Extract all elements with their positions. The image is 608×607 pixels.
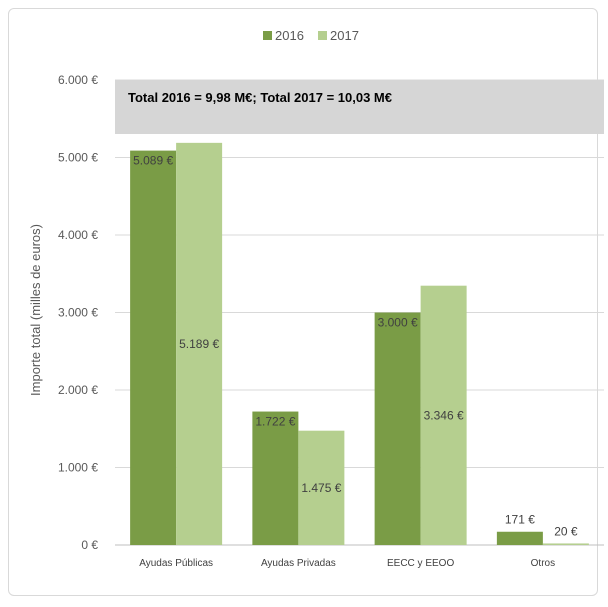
category-label: EECC y EEOO <box>387 558 454 569</box>
category-label: Otros <box>531 558 555 569</box>
bar-2017 <box>176 142 223 546</box>
data-label: 5.089 € <box>133 154 173 168</box>
y-tick-label: 4.000 € <box>58 228 98 242</box>
y-tick-labels: 0 € 1.000 € 2.000 € 3.000 € 4.000 € 5.000 € 6.… <box>58 73 98 552</box>
data-label: 1.722 € <box>255 415 295 429</box>
y-tick-label: 5.000 € <box>58 151 98 165</box>
data-label: 20 € <box>554 524 578 538</box>
bar-2016 <box>252 411 299 545</box>
bar-2017 <box>542 543 589 545</box>
data-labels: 5.089 € 5.189 € 1.722 € 1.475 € 3.000 € 3.346… <box>133 154 578 539</box>
y-tick-label: 6.000 € <box>58 73 98 87</box>
data-label: 3.346 € <box>424 408 464 422</box>
category-label: Ayudas Privadas <box>261 558 336 569</box>
y-tick-label: 3.000 € <box>58 306 98 320</box>
annotation-text: Total 2016 = 9,98 M€; Total 2017 = 10,03… <box>128 90 392 105</box>
annotation-banner: Total 2016 = 9,98 M€; Total 2017 = 10,03… <box>115 80 604 134</box>
category-label: Ayudas Públicas <box>139 558 213 569</box>
data-label: 1.475 € <box>301 481 341 495</box>
annotation-box <box>115 80 604 134</box>
bar-2017 <box>420 285 467 545</box>
bars <box>130 142 589 546</box>
y-tick-label: 1.000 € <box>58 461 98 475</box>
y-axis-label: Importe total (milles de euros) <box>28 224 43 396</box>
y-tick-label: 2.000 € <box>58 383 98 397</box>
bar-2016 <box>496 531 543 545</box>
data-label: 3.000 € <box>378 316 418 330</box>
legend-swatch <box>263 31 272 40</box>
bar-2016 <box>130 150 177 546</box>
legend-label: 2017 <box>330 28 359 43</box>
legend-swatch <box>318 31 327 40</box>
bar-2017 <box>298 430 345 545</box>
legend-label: 2016 <box>275 28 304 43</box>
data-label: 171 € <box>505 513 535 527</box>
category-labels: Ayudas Públicas Ayudas Privadas EECC y EEO… <box>139 558 555 569</box>
data-label: 5.189 € <box>179 337 219 351</box>
bar-2016 <box>374 312 421 545</box>
y-tick-label: 0 € <box>81 538 98 552</box>
legend: 2016 2017 <box>263 28 359 43</box>
